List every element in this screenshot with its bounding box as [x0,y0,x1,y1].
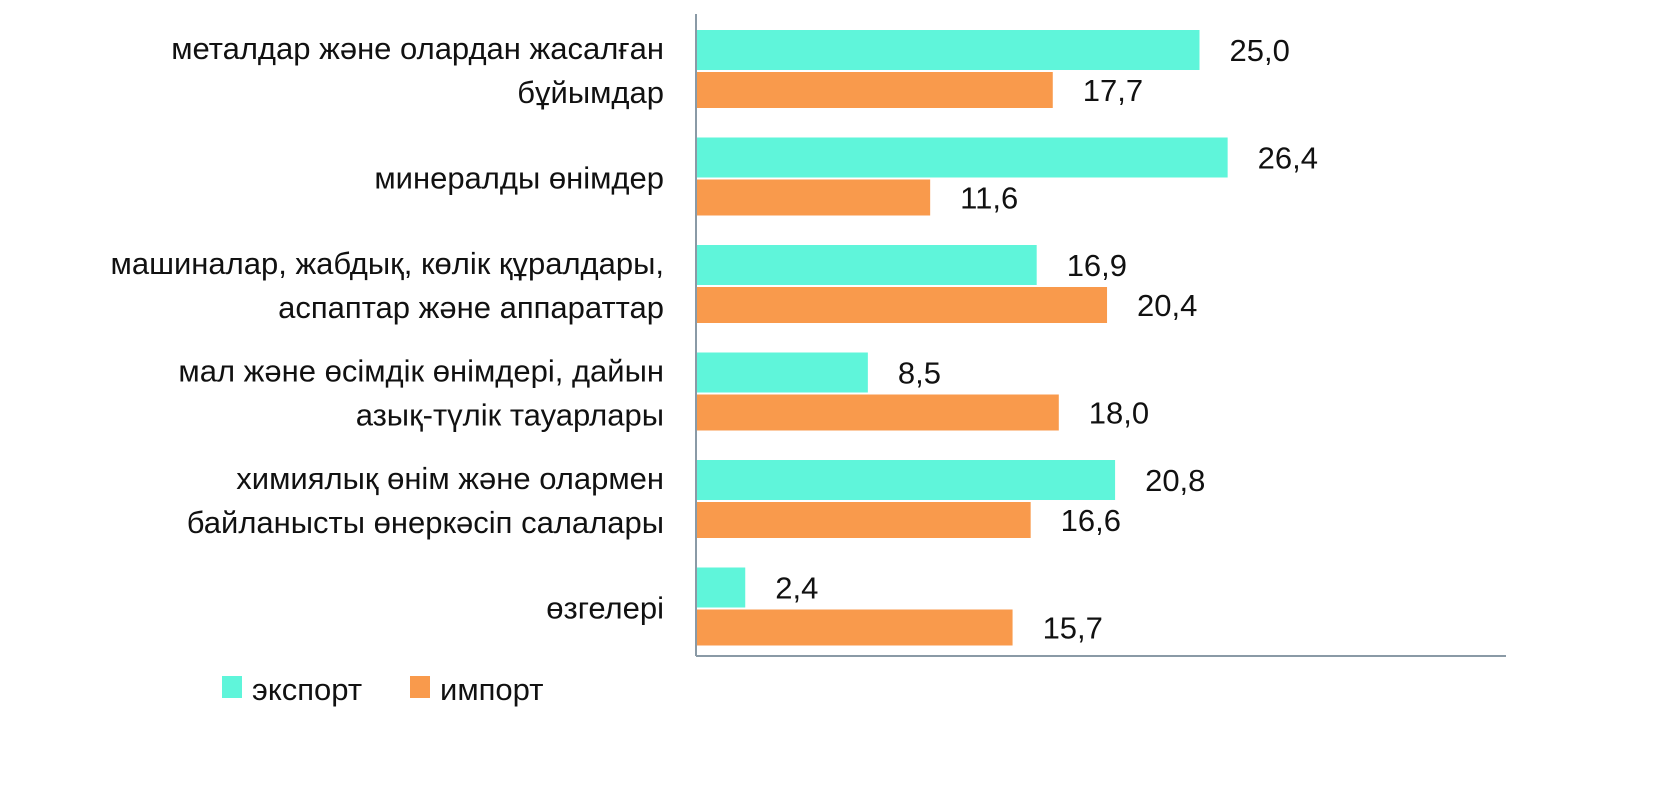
bar-import [697,72,1053,108]
data-label: 18,0 [1089,396,1149,431]
bar-import [697,287,1108,323]
bar-import [697,394,1059,431]
bar-export [697,460,1116,500]
category-label: машиналар, жабдық, көлік құралдары, [111,246,664,281]
bar-import [697,179,931,216]
category-label: азық-түлік тауарлары [356,398,664,433]
data-label: 15,7 [1043,611,1103,646]
data-label: 20,8 [1145,463,1205,498]
legend-swatch-import [410,676,430,698]
category-label: химиялық өнім және олармен [236,461,664,496]
legend: экспорт импорт [222,672,543,707]
data-label: 20,4 [1137,288,1197,323]
category-label: минералды өнімдер [374,161,664,196]
category-labels: металдар және олардан жасалған бұйымдар ми… [111,31,664,626]
category-label: өзгелері [546,591,664,626]
bar-export [697,137,1228,178]
category-label: мал және өсімдік өнімдері, дайын [178,354,664,389]
data-label: 25,0 [1230,33,1290,68]
legend-label-import: импорт [440,672,543,707]
data-label: 2,4 [775,571,818,606]
category-label: металдар және олардан жасалған [171,31,664,66]
data-label: 8,5 [898,356,941,391]
category-label: байланысты өнеркәсіп салалары [187,505,664,540]
bars: 25,0 17,7 26,4 11,6 16,9 20,4 8,5 18,0 20,8 16,6 2… [697,30,1318,646]
bar-export [697,352,868,393]
legend-label-export: экспорт [252,672,362,707]
bar-export [697,30,1200,70]
data-label: 17,7 [1083,73,1143,108]
legend-swatch-export [222,676,242,698]
data-label: 16,9 [1067,248,1127,283]
bar-export [697,245,1037,285]
data-label: 16,6 [1061,503,1121,538]
data-label: 26,4 [1258,141,1318,176]
bar-import [697,609,1013,646]
data-label: 11,6 [960,181,1018,216]
bar-export [697,567,746,608]
category-label: аспаптар және аппараттар [278,290,664,325]
bar-import [697,502,1031,538]
category-label: бұйымдар [517,75,664,110]
